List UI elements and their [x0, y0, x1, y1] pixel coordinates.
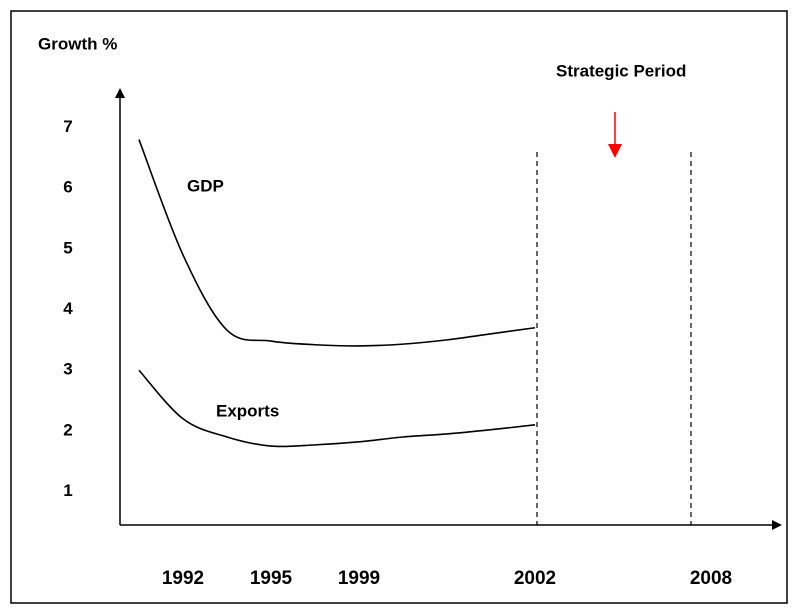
- y-tick-label: 2: [63, 420, 72, 439]
- y-tick-label: 1: [63, 481, 72, 500]
- x-tick-label: 2002: [514, 568, 556, 589]
- y-tick-label: 7: [63, 117, 72, 136]
- y-tick-label: 4: [63, 299, 73, 318]
- y-tick-label: 3: [63, 360, 72, 379]
- x-tick-label: 1999: [338, 568, 380, 589]
- series-label: Exports: [216, 401, 279, 420]
- y-tick-label: 5: [63, 238, 72, 257]
- series-line: [138, 369, 536, 448]
- series-label: GDP: [187, 176, 224, 195]
- series-line: [138, 139, 536, 347]
- y-tick-label: 6: [63, 178, 72, 197]
- x-tick-label: 1992: [162, 568, 204, 589]
- x-tick-label: 1995: [250, 568, 293, 589]
- frame: [10, 10, 788, 604]
- x-tick-label: 2008: [690, 568, 732, 589]
- annotation: Strategic Period: [556, 61, 686, 80]
- y-axis-label: Growth %: [38, 34, 117, 53]
